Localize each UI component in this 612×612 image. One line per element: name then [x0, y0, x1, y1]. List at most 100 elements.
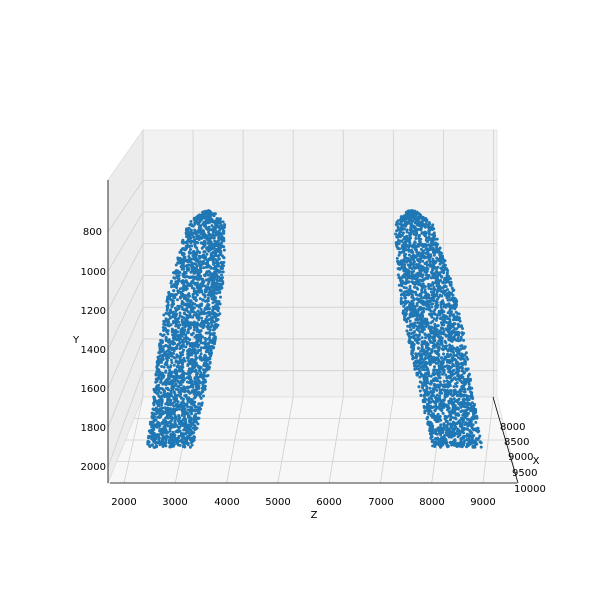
scatter-point — [199, 312, 203, 316]
scatter-point — [199, 346, 203, 350]
scatter-point — [199, 381, 202, 385]
scatter-point — [427, 274, 431, 278]
scatter-point — [157, 368, 161, 372]
scatter-point — [181, 441, 185, 445]
scatter-point — [201, 377, 205, 381]
scatter-point — [433, 312, 437, 316]
scatter-point — [421, 265, 425, 269]
scatter-point — [203, 284, 207, 288]
grid-line-left-wall — [107, 243, 144, 311]
scatter-point — [470, 386, 474, 390]
scatter-point — [173, 416, 177, 420]
scatter-point — [398, 288, 402, 292]
scatter-point — [191, 279, 194, 283]
scatter-point — [419, 257, 423, 261]
scatter-point — [169, 433, 173, 436]
scatter-point — [186, 415, 190, 419]
scatter-point — [179, 295, 183, 299]
scatter-point — [185, 438, 189, 442]
scatter-point — [451, 364, 455, 367]
scatter-point — [190, 267, 194, 271]
scatter-point — [205, 252, 209, 256]
scatter-point — [459, 441, 463, 445]
scatter-point — [205, 298, 209, 302]
scatter-point — [170, 348, 174, 352]
scatter-point — [219, 295, 222, 299]
scatter-point — [161, 388, 165, 392]
scatter-point — [460, 369, 464, 373]
scatter-point — [427, 232, 431, 236]
scatter-point — [461, 333, 465, 336]
scatter-point — [190, 436, 194, 440]
scatter-point — [439, 332, 443, 336]
scatter-point — [418, 267, 422, 271]
scatter-point — [188, 312, 192, 316]
scatter-point — [439, 342, 442, 346]
scatter-point — [170, 361, 174, 365]
scatter-point — [147, 434, 151, 438]
scatter-point — [452, 385, 456, 389]
scatter-point — [167, 441, 171, 445]
grid-line-left-wall — [107, 370, 144, 468]
scatter-point — [175, 338, 179, 342]
scatter-point — [457, 432, 461, 436]
scatter-point — [211, 220, 215, 224]
scatter-point — [212, 342, 216, 346]
scatter-point — [210, 282, 214, 286]
scatter-point — [399, 239, 402, 243]
grid-line-left-wall — [107, 211, 144, 272]
scatter-point — [157, 421, 161, 425]
scatter-point — [445, 344, 448, 348]
scatter-point — [183, 359, 187, 363]
scatter-point — [195, 237, 199, 241]
scatter-point — [447, 321, 450, 325]
scatter-point — [433, 234, 437, 237]
scatter-point — [212, 280, 216, 284]
scatter-point — [454, 310, 458, 314]
scatter-point — [164, 438, 168, 442]
scatter-point — [434, 260, 438, 264]
scatter-point — [441, 411, 445, 415]
scatter-point — [193, 361, 197, 365]
scatter-point — [458, 319, 462, 323]
scatter-point — [465, 396, 469, 400]
scatter-point — [203, 387, 207, 391]
scatter-point — [213, 311, 217, 315]
scatter-point — [180, 346, 184, 349]
scatter-point — [431, 251, 435, 254]
scatter-point — [196, 270, 200, 274]
scatter-point — [184, 307, 188, 311]
scatter-point — [205, 270, 209, 274]
scatter-point — [181, 343, 185, 347]
scatter-point — [187, 341, 191, 345]
scatter-point — [429, 287, 433, 291]
scatter-point — [450, 323, 454, 327]
scatter-point — [161, 445, 165, 448]
scatter-point — [194, 299, 198, 302]
scatter-point — [187, 359, 191, 363]
scatter-point — [156, 363, 160, 367]
scatter-point — [172, 285, 176, 288]
scatter-point — [430, 350, 433, 354]
scatter-point — [208, 338, 212, 342]
scatter-point — [457, 312, 461, 316]
scatter-point — [400, 279, 404, 283]
scatter-point — [163, 320, 167, 324]
scatter-point — [160, 403, 163, 407]
scatter-point — [479, 441, 483, 445]
scatter-point — [178, 416, 182, 420]
scatter-point — [455, 429, 459, 433]
scatter-point — [203, 233, 207, 237]
scatter-point — [173, 295, 177, 299]
scatter-point — [407, 215, 411, 219]
scatter-point — [182, 330, 186, 334]
scatter-point — [203, 346, 207, 350]
scatter-point — [213, 239, 217, 243]
scatter-point — [442, 329, 446, 333]
scatter-point — [418, 380, 422, 384]
scatter-point — [200, 335, 204, 339]
scatter-point — [209, 255, 213, 259]
scatter-point — [170, 315, 174, 319]
scatter-point — [175, 312, 179, 316]
scatter-point — [423, 332, 427, 336]
